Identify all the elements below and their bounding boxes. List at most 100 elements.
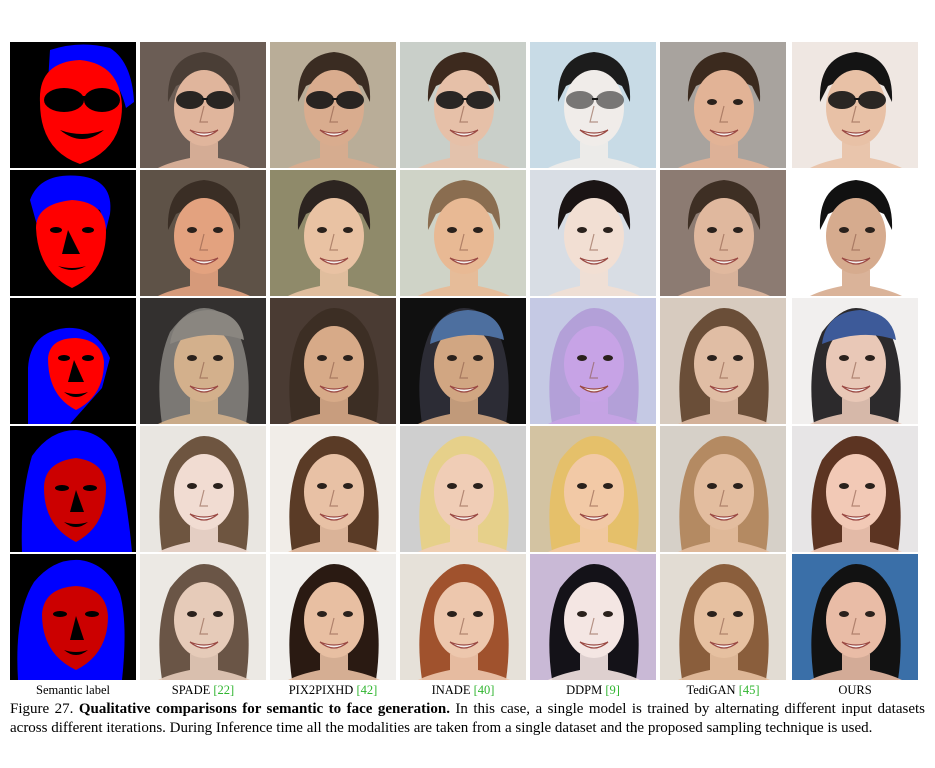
face-image — [792, 170, 918, 296]
image-grid — [10, 42, 918, 680]
generated-face — [548, 564, 640, 680]
face-image — [140, 298, 266, 424]
face-image — [270, 426, 396, 552]
generated-face — [810, 564, 902, 680]
face-image — [792, 298, 918, 424]
semantic-mask — [30, 175, 111, 288]
grid-cell-tedigan-row-2 — [660, 170, 786, 296]
grid-cell-inade-row-4 — [400, 426, 526, 552]
grid-cell-spade-row-3 — [140, 298, 266, 424]
grid-cell-ddpm-row-5 — [530, 554, 656, 680]
grid-cell-ours-row-5 — [792, 554, 918, 680]
grid-cell-pix2pixhd-row-1 — [270, 42, 396, 168]
face-image — [530, 42, 656, 168]
grid-cell-pix2pixhd-row-4 — [270, 426, 396, 552]
face-image — [660, 42, 786, 168]
grid-cell-semantic-label-row-1 — [10, 42, 136, 168]
grid-cell-pix2pixhd-row-5 — [270, 554, 396, 680]
generated-face — [810, 436, 902, 552]
face-image — [530, 298, 656, 424]
face-image — [400, 426, 526, 552]
generated-face — [678, 564, 770, 680]
semantic-mask-image — [10, 554, 136, 680]
grid-cell-ours-row-1 — [792, 42, 918, 168]
generated-face — [288, 180, 380, 296]
grid-cell-ours-row-3 — [792, 298, 918, 424]
face-image — [660, 298, 786, 424]
grid-cell-spade-row-4 — [140, 426, 266, 552]
generated-face — [548, 52, 640, 168]
column-label-inade: INADE [40] — [431, 683, 495, 697]
face-image — [530, 426, 656, 552]
generated-face — [158, 308, 250, 424]
generated-face — [678, 308, 770, 424]
grid-cell-ddpm-row-3 — [530, 298, 656, 424]
generated-face — [548, 436, 640, 552]
grid-cell-ours-row-4 — [792, 426, 918, 552]
grid-cell-pix2pixhd-row-2 — [270, 170, 396, 296]
generated-face — [810, 52, 902, 168]
generated-face — [678, 436, 770, 552]
grid-cell-semantic-label-row-3 — [10, 298, 136, 424]
semantic-mask — [28, 327, 110, 424]
grid-cell-pix2pixhd-row-3 — [270, 298, 396, 424]
grid-cell-inade-row-1 — [400, 42, 526, 168]
grid-cell-spade-row-2 — [140, 170, 266, 296]
generated-face — [158, 52, 250, 168]
semantic-mask — [39, 44, 134, 164]
semantic-mask-image — [10, 42, 136, 168]
generated-face — [288, 564, 380, 680]
generated-face — [810, 308, 902, 424]
semantic-mask-image — [10, 426, 136, 552]
generated-face — [548, 180, 640, 296]
grid-cell-inade-row-5 — [400, 554, 526, 680]
grid-cell-tedigan-row-1 — [660, 42, 786, 168]
grid-cell-ddpm-row-4 — [530, 426, 656, 552]
grid-cell-inade-row-2 — [400, 170, 526, 296]
generated-face — [288, 436, 380, 552]
face-image — [140, 426, 266, 552]
column-label-pix2pixhd: PIX2PIXHD [42] — [288, 683, 378, 697]
face-image — [270, 42, 396, 168]
face-image — [270, 554, 396, 680]
face-image — [400, 298, 526, 424]
face-image — [792, 554, 918, 680]
column-label-tedigan: TediGAN [45] — [686, 683, 760, 697]
face-image — [530, 554, 656, 680]
semantic-mask-image — [10, 298, 136, 424]
face-image — [140, 554, 266, 680]
generated-face — [678, 180, 770, 296]
face-image — [400, 554, 526, 680]
generated-face — [418, 436, 510, 552]
generated-face — [288, 52, 380, 168]
grid-cell-ours-row-2 — [792, 170, 918, 296]
face-image — [140, 170, 266, 296]
generated-face — [418, 564, 510, 680]
generated-face — [418, 180, 510, 296]
column-labels: Semantic label SPADE [22] PIX2PIXHD [42]… — [10, 681, 918, 699]
grid-cell-semantic-label-row-2 — [10, 170, 136, 296]
caption-title: Qualitative comparisons for semantic to … — [78, 701, 450, 717]
semantic-mask — [17, 559, 125, 680]
face-image — [660, 170, 786, 296]
grid-cell-tedigan-row-4 — [660, 426, 786, 552]
column-label-ddpm: DDPM [9] — [566, 683, 620, 697]
grid-cell-semantic-label-row-5 — [10, 554, 136, 680]
column-label-ours: OURS — [838, 683, 872, 697]
face-image — [140, 42, 266, 168]
generated-face — [418, 308, 510, 424]
face-image — [792, 426, 918, 552]
generated-face — [548, 308, 640, 424]
face-image — [530, 170, 656, 296]
face-image — [660, 426, 786, 552]
face-image — [270, 170, 396, 296]
face-image — [270, 298, 396, 424]
grid-cell-ddpm-row-1 — [530, 42, 656, 168]
column-label-semantic: Semantic label — [36, 683, 110, 697]
grid-cell-tedigan-row-5 — [660, 554, 786, 680]
grid-cell-tedigan-row-3 — [660, 298, 786, 424]
grid-cell-semantic-label-row-4 — [10, 426, 136, 552]
face-image — [400, 170, 526, 296]
generated-face — [418, 52, 510, 168]
